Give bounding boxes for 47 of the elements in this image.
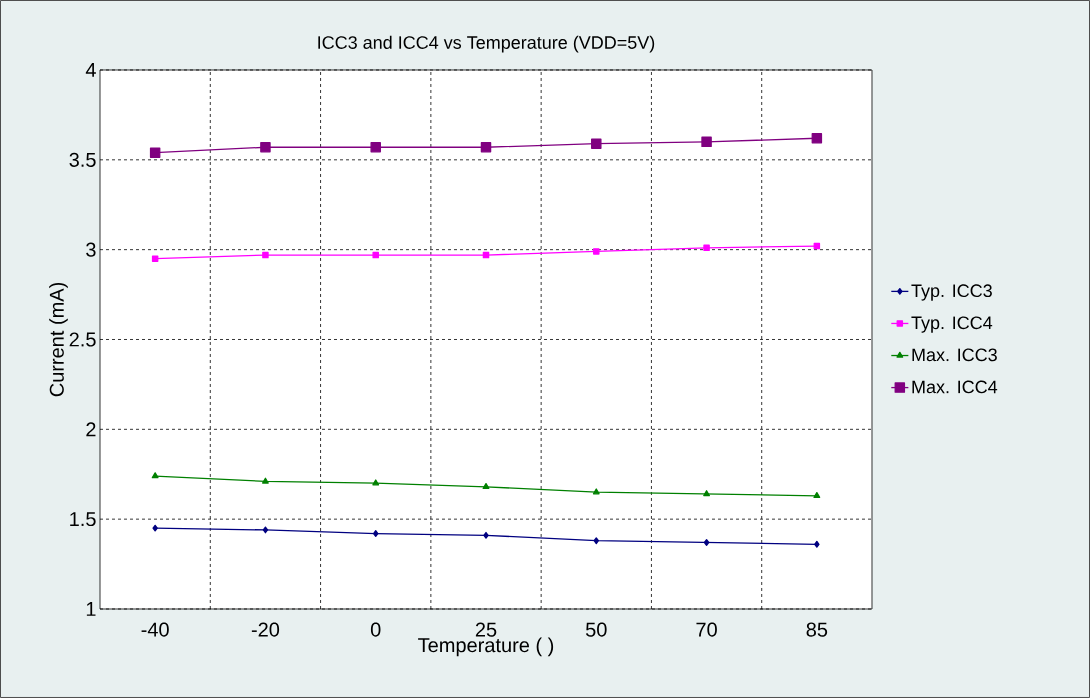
point	[372, 251, 379, 259]
y-tick-label: 2.5	[69, 332, 96, 347]
x-tick-label: 85	[806, 622, 828, 637]
y-tick-label: 1	[86, 602, 96, 616]
point	[370, 142, 381, 153]
legend-label: Typ. ICC4	[911, 316, 993, 333]
point	[483, 531, 489, 539]
point	[593, 248, 600, 255]
x-tick-label: 25	[475, 622, 497, 637]
point	[260, 142, 271, 153]
point	[262, 477, 269, 484]
point	[703, 539, 710, 546]
point	[592, 488, 600, 495]
chart-title: ICC3 and ICC4 vs Temperature (VDD=5V)	[318, 35, 655, 53]
point	[149, 147, 161, 158]
point	[813, 491, 821, 499]
point	[811, 133, 823, 144]
legend-label: Max. ICC3	[912, 348, 997, 362]
x-axis-title: Temperature ( )	[418, 637, 554, 657]
legend-label: Typ. ICC3	[911, 284, 992, 301]
point	[372, 530, 379, 537]
point	[372, 479, 380, 486]
point	[151, 255, 159, 262]
y-tick-label: 4	[85, 63, 96, 77]
y-tick-label: 3	[86, 242, 96, 257]
point	[480, 142, 492, 153]
x-tick-label: 70	[696, 622, 717, 637]
point	[703, 490, 710, 497]
point	[703, 244, 710, 252]
point	[701, 136, 712, 148]
y-tick-label: 2	[86, 422, 96, 437]
y-axis-title: Current (mA)	[49, 282, 68, 397]
x-tick-label: -20	[251, 622, 280, 637]
point	[262, 251, 269, 259]
point	[262, 526, 269, 534]
point	[593, 537, 600, 545]
point	[814, 540, 820, 548]
y-tick-label: 1.5	[70, 512, 96, 527]
point	[482, 482, 490, 490]
point	[591, 138, 602, 149]
x-tick-label: 0	[370, 622, 381, 637]
point	[152, 524, 158, 532]
x-tick-label: 50	[585, 622, 607, 637]
y-tick-label: 3.5	[69, 152, 96, 167]
x-tick-label: -40	[141, 622, 169, 637]
point	[151, 472, 159, 479]
legend-label: Max. ICC4	[912, 380, 998, 394]
